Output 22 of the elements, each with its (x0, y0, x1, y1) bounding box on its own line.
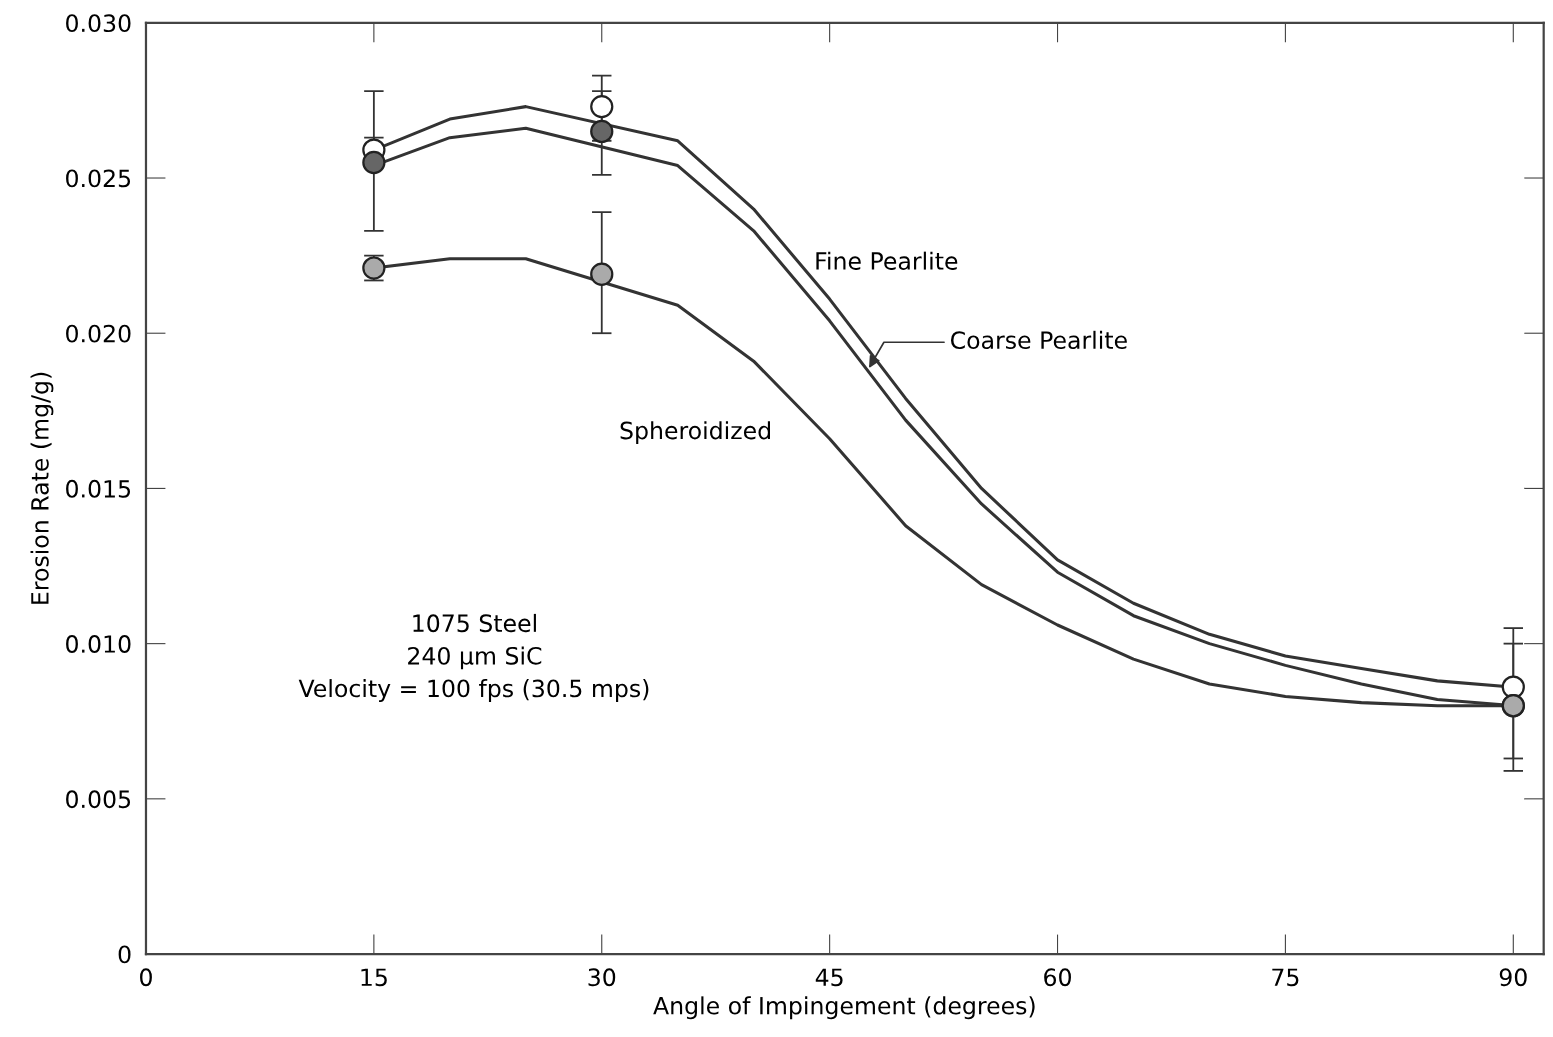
y-tick-label: 0.025 (66, 169, 131, 188)
x-tick-label: 90 (1499, 968, 1527, 987)
x-tick-label: 0 (140, 968, 152, 987)
x-tick-label: 15 (361, 968, 387, 987)
annotation: 1075 Steel (413, 613, 536, 633)
y-tick-label: 0.005 (66, 790, 131, 809)
annotation: Fine Pearlite (816, 251, 958, 270)
y-tick-label: 0.010 (66, 635, 131, 653)
y-axis-title: Erosion Rate (mg/g) (30, 372, 54, 604)
x-tick-label: 60 (1044, 968, 1071, 987)
y-tick-label: 0.020 (66, 324, 131, 343)
y-tick-label: 0 (118, 945, 131, 964)
x-tick-label: 45 (815, 968, 843, 987)
x-tick-label: 75 (1272, 968, 1299, 987)
annotation: Spheroidized (620, 421, 770, 444)
y-tick-label: 0.015 (66, 479, 131, 498)
annotation: 240 µm SiC (408, 646, 542, 670)
annotation: Velocity = 100 fps (30.5 mps) (298, 679, 649, 702)
annotation: Coarse Pearlite (950, 330, 1127, 350)
x-axis-title: Angle of Impingement (degrees) (653, 996, 1035, 1020)
y-tick-label: 0.030 (66, 14, 131, 33)
x-tick-label: 30 (588, 968, 616, 987)
